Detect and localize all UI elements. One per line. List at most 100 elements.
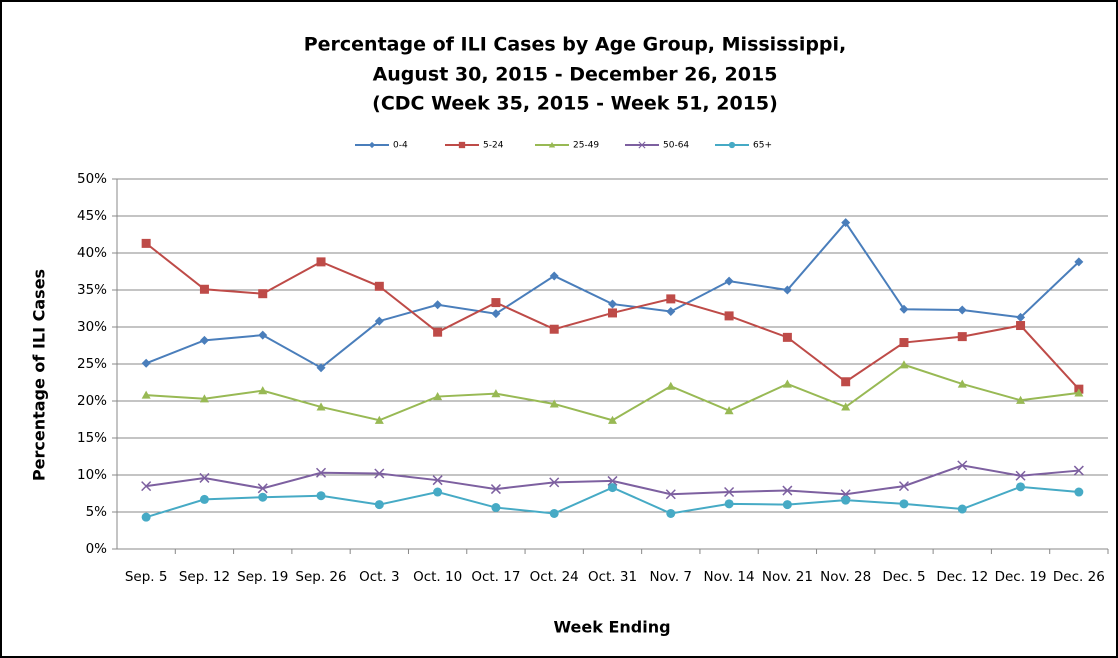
x-tick-label: Sep. 19	[237, 569, 288, 585]
data-point	[316, 363, 326, 373]
data-point	[374, 316, 384, 326]
y-tick-label: 5%	[86, 504, 108, 520]
data-point	[258, 386, 268, 395]
x-tick-label: Oct. 10	[413, 569, 462, 585]
data-point	[607, 475, 618, 486]
y-tick-label: 30%	[77, 319, 107, 335]
data-point	[724, 311, 734, 321]
x-tick-label: Dec. 19	[995, 569, 1047, 585]
data-point	[899, 360, 909, 369]
data-point	[432, 475, 443, 486]
data-point	[374, 500, 384, 510]
data-point	[666, 381, 676, 390]
data-point	[1073, 465, 1084, 476]
data-point	[1074, 257, 1084, 267]
data-point	[258, 330, 268, 340]
data-point	[608, 483, 617, 493]
data-point	[841, 495, 851, 505]
data-point	[841, 402, 851, 411]
data-point	[782, 332, 792, 342]
chart-title: (CDC Week 35, 2015 - Week 51, 2015)	[372, 93, 778, 115]
data-point	[782, 379, 792, 388]
data-point	[491, 389, 501, 398]
x-tick-label: Dec. 26	[1053, 569, 1105, 585]
x-tick-label: Nov. 21	[762, 569, 813, 585]
data-point	[549, 508, 559, 518]
data-point	[199, 494, 209, 504]
data-point	[491, 503, 501, 513]
data-point	[433, 392, 443, 401]
data-point	[782, 485, 793, 496]
data-point	[316, 257, 326, 267]
data-point	[724, 486, 735, 498]
data-point	[1074, 487, 1084, 497]
x-tick-label: Sep. 26	[295, 569, 346, 585]
data-point	[782, 285, 792, 295]
data-point	[316, 491, 326, 501]
x-tick-label: Oct. 24	[530, 569, 579, 585]
legend-marker	[458, 141, 466, 149]
data-point	[782, 500, 792, 510]
data-point	[549, 271, 559, 281]
x-tick-label: Nov. 7	[650, 569, 692, 585]
y-tick-label: 0%	[86, 541, 108, 557]
data-point	[374, 468, 385, 479]
data-point	[316, 402, 326, 411]
data-point	[898, 481, 910, 492]
data-point	[490, 484, 501, 495]
y-tick-label: 25%	[77, 356, 107, 372]
data-point	[666, 306, 676, 316]
legend-label: 65+	[753, 141, 772, 151]
legend-label: 25-49	[573, 141, 599, 151]
data-point	[1016, 482, 1026, 492]
x-axis-title: Week Ending	[553, 618, 670, 637]
x-tick-label: Oct. 17	[471, 569, 520, 585]
data-point	[374, 415, 384, 424]
x-tick-label: Nov. 28	[820, 569, 871, 585]
legend-label: 0-4	[393, 141, 408, 151]
data-point	[257, 483, 268, 494]
data-point	[1016, 312, 1026, 322]
y-tick-label: 10%	[77, 467, 107, 483]
data-point	[666, 294, 676, 304]
x-tick-label: Oct. 3	[359, 569, 400, 585]
data-point	[549, 399, 559, 408]
data-point	[724, 276, 734, 286]
y-tick-label: 35%	[77, 282, 107, 298]
y-tick-label: 20%	[77, 393, 107, 409]
data-point	[491, 298, 501, 308]
data-point	[608, 415, 617, 424]
chart-title: Percentage of ILI Cases by Age Group, Mi…	[304, 34, 847, 56]
data-point	[957, 379, 967, 388]
data-point	[1074, 388, 1084, 397]
y-tick-label: 15%	[77, 430, 107, 446]
data-point	[1016, 321, 1026, 331]
data-point	[141, 390, 151, 399]
data-point	[1016, 395, 1026, 404]
data-point	[957, 305, 967, 315]
y-tick-label: 45%	[77, 208, 107, 224]
data-point	[374, 281, 384, 291]
data-point	[666, 508, 676, 518]
data-point	[724, 406, 734, 415]
data-point	[491, 309, 501, 319]
data-point	[141, 238, 151, 248]
data-point	[841, 218, 851, 228]
data-point	[141, 481, 152, 492]
data-point	[433, 300, 443, 310]
data-point	[199, 394, 209, 403]
y-tick-label: 50%	[77, 171, 107, 187]
data-point	[957, 332, 967, 342]
data-point	[141, 512, 151, 522]
data-point	[199, 335, 209, 345]
data-point	[899, 304, 909, 314]
x-tick-label: Nov. 14	[704, 569, 755, 585]
data-point	[957, 460, 968, 471]
data-point	[899, 499, 909, 509]
data-point	[199, 472, 210, 483]
y-tick-label: 40%	[77, 245, 107, 261]
data-point	[549, 324, 559, 334]
x-tick-label: Dec. 5	[882, 569, 925, 585]
data-point	[549, 477, 560, 488]
